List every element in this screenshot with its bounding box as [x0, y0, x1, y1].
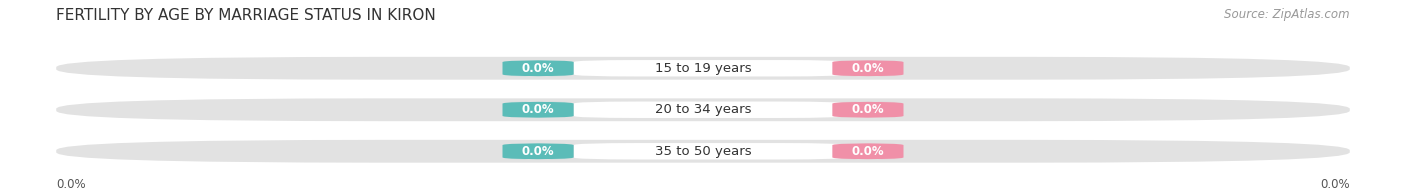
Text: 0.0%: 0.0%: [56, 178, 86, 191]
FancyBboxPatch shape: [502, 143, 574, 160]
FancyBboxPatch shape: [832, 102, 904, 118]
Text: 0.0%: 0.0%: [522, 103, 554, 116]
Text: 0.0%: 0.0%: [1320, 178, 1350, 191]
FancyBboxPatch shape: [574, 102, 845, 118]
Text: 15 to 19 years: 15 to 19 years: [655, 62, 751, 75]
Text: Source: ZipAtlas.com: Source: ZipAtlas.com: [1225, 8, 1350, 21]
FancyBboxPatch shape: [56, 140, 1350, 163]
FancyBboxPatch shape: [574, 143, 845, 160]
Text: 0.0%: 0.0%: [852, 145, 884, 158]
FancyBboxPatch shape: [832, 143, 904, 160]
Text: FERTILITY BY AGE BY MARRIAGE STATUS IN KIRON: FERTILITY BY AGE BY MARRIAGE STATUS IN K…: [56, 8, 436, 23]
Text: 35 to 50 years: 35 to 50 years: [655, 145, 751, 158]
Text: 0.0%: 0.0%: [852, 103, 884, 116]
FancyBboxPatch shape: [56, 57, 1350, 80]
FancyBboxPatch shape: [574, 60, 845, 76]
FancyBboxPatch shape: [832, 60, 904, 76]
Text: 0.0%: 0.0%: [522, 62, 554, 75]
FancyBboxPatch shape: [502, 60, 574, 76]
Text: 0.0%: 0.0%: [852, 62, 884, 75]
FancyBboxPatch shape: [502, 102, 574, 118]
Text: 0.0%: 0.0%: [522, 145, 554, 158]
FancyBboxPatch shape: [56, 98, 1350, 121]
Text: 20 to 34 years: 20 to 34 years: [655, 103, 751, 116]
